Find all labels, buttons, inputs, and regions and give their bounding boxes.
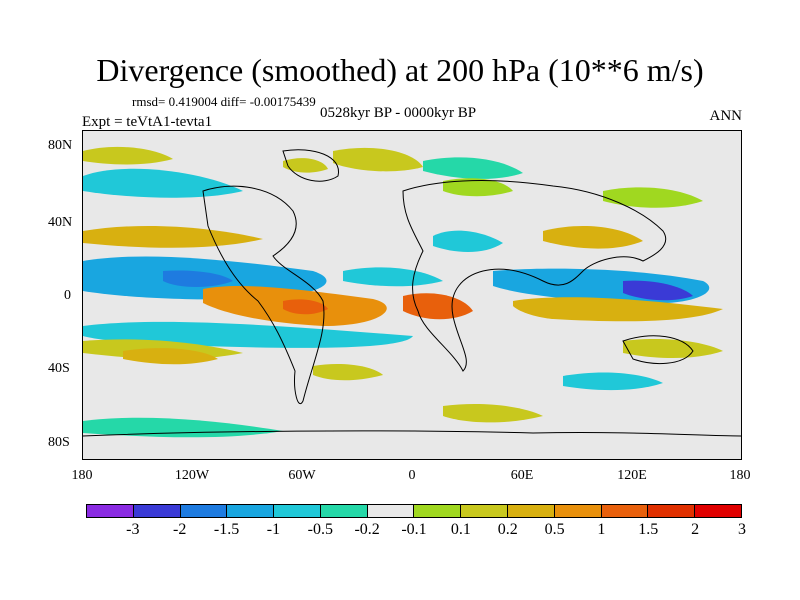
lon-label: 120E [617, 468, 647, 483]
colorbar-label: 1 [597, 521, 606, 538]
lon-label: 60W [288, 468, 316, 483]
coastline [83, 430, 741, 437]
colorbar-label: 2 [691, 521, 700, 538]
contour-blob [313, 364, 383, 381]
lat-label: 40N [48, 215, 73, 230]
colorbar-swatch [461, 505, 509, 517]
colorbar-label: 0.5 [544, 521, 565, 538]
lon-label: 120W [174, 468, 210, 483]
contour-blob [403, 293, 473, 320]
lat-label: 40S [48, 361, 70, 376]
colorbar-swatch [320, 505, 368, 517]
colorbar-swatch [695, 505, 741, 517]
experiment-label: Expt = teVtA1-tevta1 [82, 114, 213, 130]
contour-blob [563, 372, 663, 391]
stats-label: rmsd= 0.419004 diff= -0.00175439 [132, 94, 316, 109]
colorbar-label: -0.1 [401, 521, 427, 538]
coastline [402, 180, 666, 372]
colorbar-swatch [87, 505, 134, 517]
contour-blob [283, 158, 328, 173]
contour-blob [423, 157, 523, 179]
contour-blob [123, 348, 218, 365]
plot-title: Divergence (smoothed) at 200 hPa (10**6 … [96, 52, 704, 88]
divergence-map [83, 131, 741, 459]
contour-blob [163, 270, 233, 287]
colorbar-label: -3 [126, 521, 140, 538]
colorbar-swatch [601, 505, 649, 517]
contour-blob [513, 297, 723, 322]
contour-blob [83, 225, 263, 248]
colorbar-label: 3 [738, 521, 746, 538]
map-panel [82, 130, 742, 460]
contour-blob [83, 146, 173, 165]
coastline [202, 185, 325, 404]
colorbar [86, 504, 742, 518]
coastline [282, 149, 339, 182]
colorbar-swatch [414, 505, 462, 517]
lat-label: 0 [64, 288, 71, 303]
contour-blob [83, 417, 283, 438]
colorbar-label: -0.2 [354, 521, 380, 538]
colorbar-label: -1.5 [213, 521, 240, 538]
contour-blob [433, 230, 503, 252]
contour-blob [623, 339, 723, 358]
colorbar-swatch [227, 505, 275, 517]
contour-blob [443, 404, 543, 423]
colorbar-label: 1.5 [638, 521, 659, 538]
contour-blob [333, 147, 423, 172]
contour-blob [283, 299, 328, 315]
colorbar-label: -2 [173, 521, 187, 538]
colorbar-swatch [648, 505, 696, 517]
colorbar-swatch [508, 505, 555, 517]
colorbar-swatch [180, 505, 228, 517]
season-label: ANN [709, 108, 743, 124]
colorbar-swatch [554, 505, 602, 517]
colorbar-swatch [367, 505, 415, 517]
colorbar-label: -1 [266, 521, 281, 538]
contour-blob [343, 267, 443, 287]
lon-label: 180 [71, 468, 93, 483]
colorbar-label: 0.2 [497, 521, 518, 538]
lat-label: 80S [48, 435, 70, 450]
lon-label: 60E [510, 468, 534, 483]
colorbar-label: 0.1 [450, 521, 471, 538]
contour-blob [443, 178, 513, 197]
colorbar-label: -0.5 [307, 521, 333, 538]
lon-label: 0 [408, 468, 416, 483]
contour-blob [623, 280, 693, 301]
contour-blob [543, 226, 643, 249]
lon-label: 180 [729, 468, 751, 483]
colorbar-swatch [133, 505, 181, 517]
period-label: 0528kyr BP - 0000kyr BP [320, 105, 477, 121]
colorbar-swatch [274, 505, 321, 517]
coastline [622, 335, 694, 364]
contour-blob [603, 187, 703, 208]
lat-label: 80N [48, 138, 73, 153]
